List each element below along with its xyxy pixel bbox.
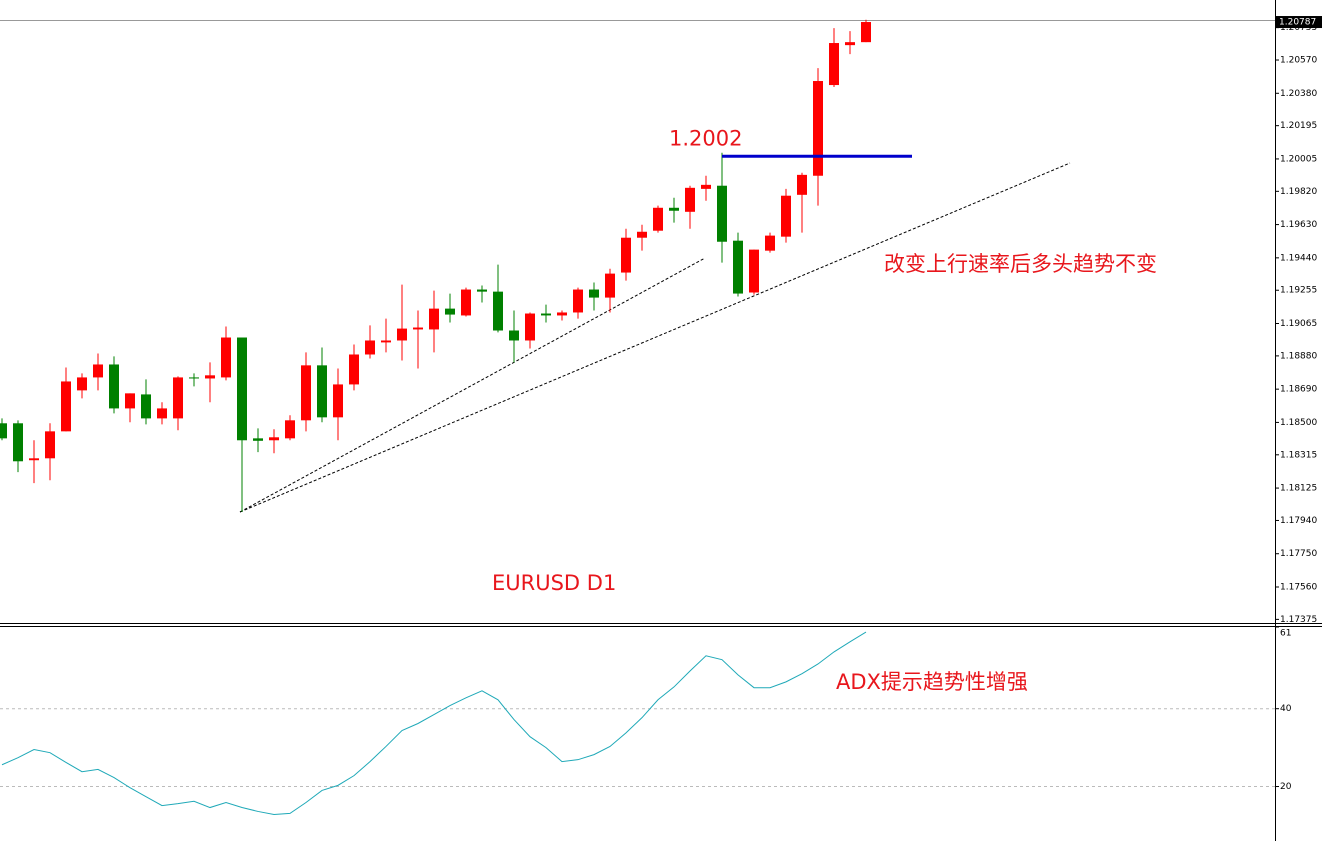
candle-body	[285, 420, 295, 439]
candle-body	[365, 340, 375, 355]
current-price-label: 1.20787	[1279, 18, 1316, 28]
candle-body	[205, 375, 215, 379]
candle-body	[701, 184, 711, 189]
candle-body	[109, 364, 119, 409]
y-tick-label: 1.19065	[1280, 319, 1317, 329]
candle-body	[621, 237, 631, 273]
y-tick-label: 1.20570	[1280, 56, 1317, 66]
candle-body	[749, 249, 759, 293]
candle-body	[685, 187, 695, 212]
candle-body	[637, 231, 647, 238]
candle-body	[45, 431, 55, 459]
candle-body	[61, 381, 71, 432]
y-tick-label: 1.18690	[1280, 385, 1317, 395]
y-tick-label: 20	[1280, 782, 1292, 792]
candle-body	[829, 43, 839, 86]
candle-body	[429, 308, 439, 330]
candle-body	[525, 313, 535, 341]
y-tick-label: 1.20380	[1280, 89, 1317, 99]
candle-body	[317, 365, 327, 418]
y-tick-label: 1.17375	[1280, 615, 1317, 625]
adx-line	[1, 631, 867, 816]
candle-body	[477, 289, 487, 292]
candle-body	[669, 207, 679, 211]
y-tick-label: 1.20195	[1280, 121, 1317, 131]
candle-body	[157, 408, 167, 419]
y-tick-label: 40	[1280, 704, 1292, 714]
candle-body	[269, 437, 279, 441]
candle-body	[237, 337, 247, 441]
candle-body	[653, 207, 663, 231]
candle-body	[797, 174, 807, 195]
y-tick-label: 1.17940	[1280, 516, 1317, 526]
y-tick-label: 1.19255	[1280, 286, 1317, 296]
y-tick-label: 61	[1280, 629, 1291, 639]
level-label: 1.2002	[669, 126, 742, 150]
candle-body	[573, 289, 583, 313]
trend-line	[239, 162, 1071, 513]
candle-body	[509, 330, 519, 341]
candle-body	[125, 393, 135, 409]
y-tick-label: 1.17750	[1280, 549, 1317, 559]
candle-body	[349, 354, 359, 385]
indicator-title: ADX提示趋势性增强	[836, 670, 1028, 694]
y-tick-label: 1.19440	[1280, 253, 1317, 263]
trend-line	[239, 257, 706, 513]
candle-body	[221, 337, 231, 378]
candle-body	[173, 377, 183, 419]
candle-body	[413, 327, 423, 330]
candle-body	[333, 384, 343, 418]
candle-body	[445, 308, 455, 315]
candle-body	[845, 42, 855, 46]
candle-body	[717, 185, 727, 242]
y-tick-label: 1.19820	[1280, 187, 1317, 197]
candle-body	[301, 365, 311, 421]
y-tick-label: 1.18880	[1280, 351, 1317, 361]
y-tick-label: 1.20005	[1280, 154, 1317, 164]
candle-body	[589, 289, 599, 298]
candle-body	[29, 458, 39, 461]
y-tick-label: 1.19630	[1280, 220, 1317, 230]
y-tick-label: 1.18125	[1280, 484, 1317, 494]
chart-title: EURUSD D1	[492, 571, 616, 595]
candle-body	[13, 423, 23, 462]
candle-body	[77, 377, 87, 391]
candle-body	[813, 81, 823, 176]
candle-body	[381, 340, 391, 343]
candle-body	[541, 313, 551, 316]
current-price-box	[1276, 16, 1322, 29]
candle-body	[0, 423, 7, 439]
y-tick-label: 1.17560	[1280, 582, 1317, 592]
y-tick-label: 1.20755	[1280, 23, 1317, 33]
candle-body	[461, 289, 471, 316]
candle-body	[605, 273, 615, 298]
annotation: 改变上行速率后多头趋势不变	[884, 252, 1157, 276]
candle-body	[765, 235, 775, 251]
y-tick-label: 1.18315	[1280, 450, 1317, 460]
candle-body	[93, 364, 103, 378]
candle-body	[397, 328, 407, 341]
candle-body	[141, 394, 151, 419]
candle-body	[781, 195, 791, 237]
candle-body	[557, 312, 567, 316]
candle-body	[493, 291, 503, 331]
y-tick-label: 1.18500	[1280, 418, 1317, 428]
candle-body	[189, 377, 199, 379]
candle-body	[733, 240, 743, 294]
candle-body	[861, 22, 871, 43]
candle-body	[253, 438, 263, 441]
